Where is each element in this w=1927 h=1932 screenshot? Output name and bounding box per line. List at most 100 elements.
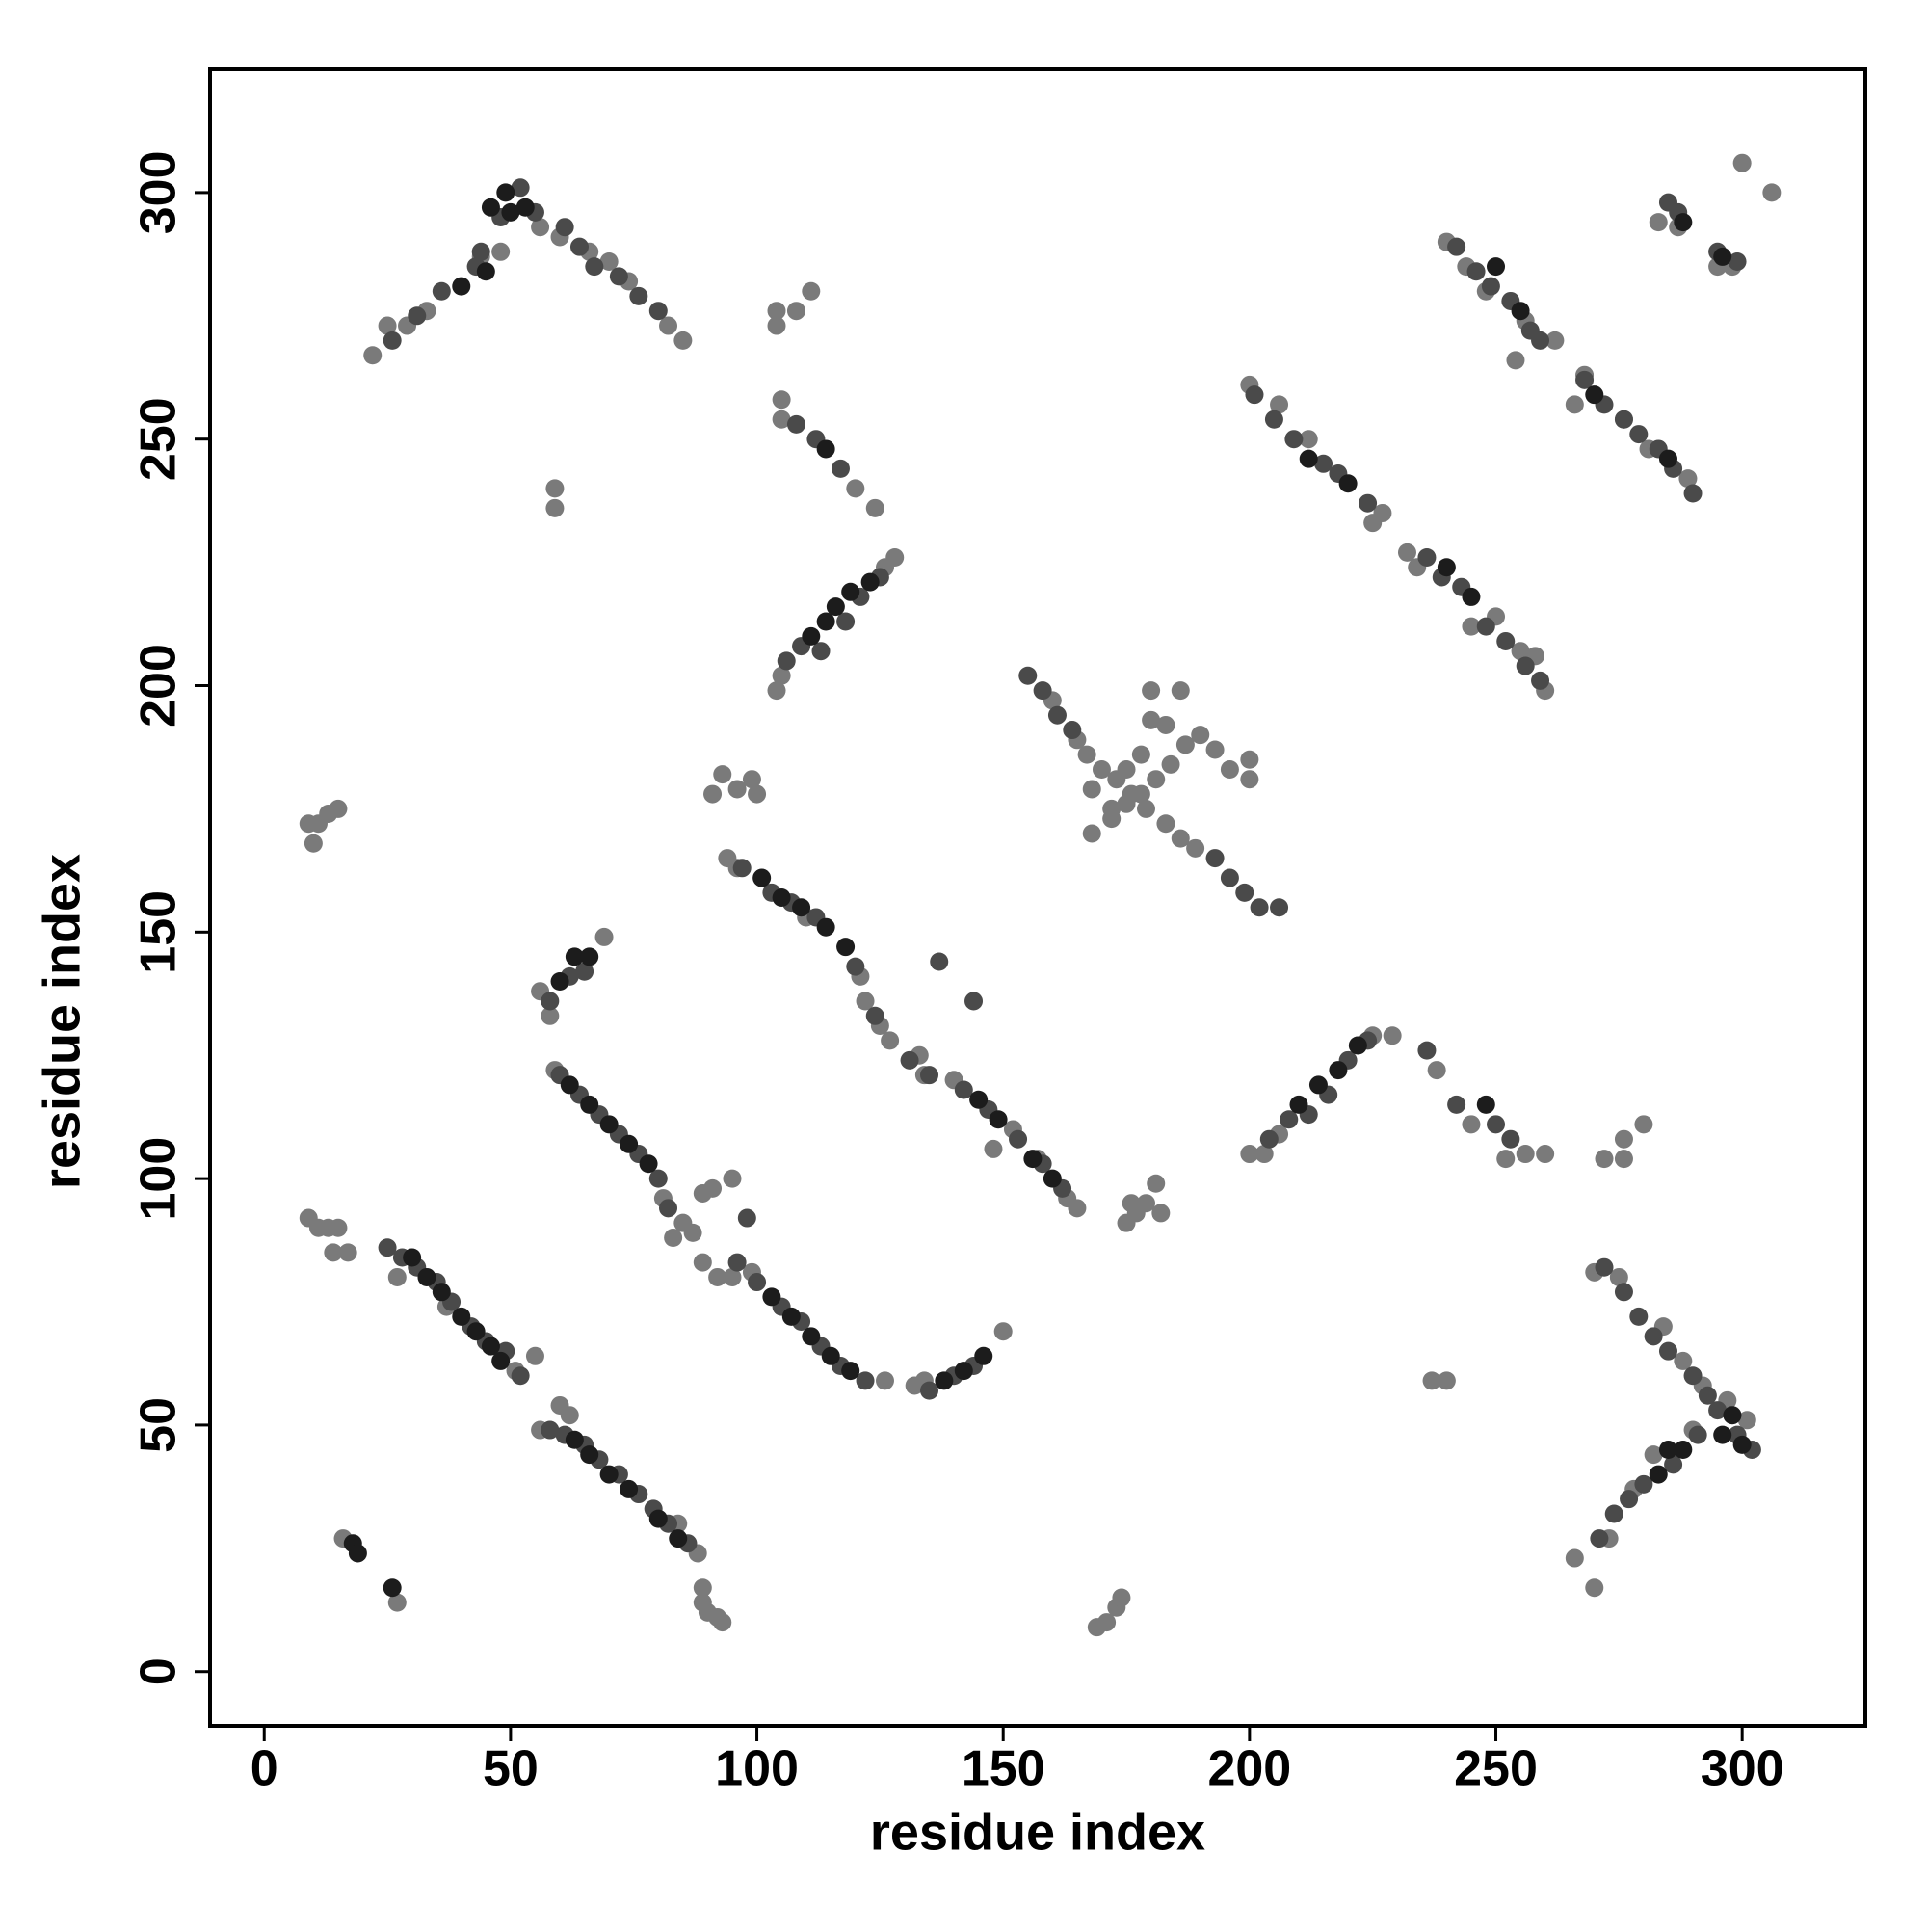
point <box>324 1243 343 1262</box>
point <box>648 1509 668 1528</box>
point <box>821 1346 840 1365</box>
point <box>1728 252 1747 272</box>
point <box>1614 1150 1633 1169</box>
point <box>1220 868 1239 887</box>
point <box>1634 1115 1653 1134</box>
point <box>1476 1095 1495 1114</box>
point <box>742 770 761 789</box>
point <box>1270 395 1289 414</box>
point <box>1220 759 1239 779</box>
point <box>772 390 791 410</box>
point <box>836 612 856 631</box>
point <box>841 582 860 601</box>
point <box>648 1169 668 1188</box>
point <box>920 1381 939 1400</box>
point <box>723 1169 742 1188</box>
point <box>1417 1041 1437 1060</box>
point <box>1462 617 1481 636</box>
point <box>599 252 619 272</box>
point <box>786 302 805 321</box>
point <box>1245 385 1264 405</box>
point <box>831 459 850 478</box>
point <box>491 1351 511 1370</box>
point <box>1136 799 1155 818</box>
point <box>1270 898 1289 917</box>
point <box>1466 262 1486 281</box>
point <box>881 1031 900 1050</box>
point <box>659 316 678 335</box>
point <box>1240 750 1259 769</box>
point <box>1147 1174 1166 1193</box>
point <box>620 1134 639 1153</box>
x-tick-label: 200 <box>1207 1741 1291 1797</box>
point <box>1205 849 1225 868</box>
point <box>732 859 752 878</box>
point <box>565 947 584 966</box>
point <box>865 1006 884 1025</box>
point <box>1082 780 1101 799</box>
point <box>1122 1194 1141 1213</box>
point <box>964 992 984 1011</box>
point <box>1422 1371 1441 1390</box>
point <box>659 1199 678 1218</box>
point <box>417 1267 436 1286</box>
point <box>713 765 732 784</box>
point <box>383 1578 402 1598</box>
point <box>1565 1548 1584 1568</box>
point <box>1536 1145 1555 1164</box>
point <box>802 1327 821 1346</box>
point <box>329 799 348 818</box>
point <box>378 1238 397 1257</box>
point <box>1142 710 1161 729</box>
point <box>1629 425 1649 444</box>
point <box>1531 331 1550 350</box>
point <box>860 572 880 592</box>
point <box>481 198 500 217</box>
point <box>403 1248 422 1267</box>
point <box>772 410 791 429</box>
point <box>348 1544 367 1563</box>
point <box>1259 1129 1279 1149</box>
point <box>1299 430 1318 449</box>
point <box>1175 735 1195 754</box>
point <box>984 1139 1003 1158</box>
point <box>1501 1129 1520 1149</box>
point <box>383 331 402 350</box>
point <box>1511 302 1530 321</box>
point <box>752 868 772 887</box>
point <box>476 262 495 281</box>
point <box>1359 493 1378 513</box>
point <box>560 1406 579 1425</box>
point <box>1383 1026 1402 1045</box>
point <box>1151 1204 1171 1223</box>
point <box>1462 587 1481 606</box>
point <box>1171 681 1190 701</box>
x-tick-label: 300 <box>1701 1741 1784 1797</box>
point <box>1447 1095 1466 1114</box>
point <box>609 267 628 286</box>
point <box>1299 449 1318 468</box>
point <box>703 1178 723 1198</box>
point <box>708 1267 727 1286</box>
point <box>1713 247 1732 266</box>
x-tick-label: 250 <box>1454 1741 1538 1797</box>
point <box>1254 1145 1274 1164</box>
y-tick-label: 150 <box>131 890 187 974</box>
point <box>1023 1150 1043 1169</box>
point <box>1077 745 1096 764</box>
point <box>1117 759 1136 779</box>
point <box>1142 681 1161 701</box>
point <box>531 218 550 237</box>
y-tick-label: 100 <box>131 1137 187 1221</box>
point <box>565 1430 584 1449</box>
point <box>1595 1150 1614 1169</box>
point <box>1496 631 1516 650</box>
point <box>930 952 949 971</box>
y-tick-label: 50 <box>131 1397 187 1453</box>
point <box>1565 395 1584 414</box>
point <box>693 1253 712 1272</box>
point <box>1289 1095 1308 1114</box>
point <box>727 780 747 799</box>
point <box>1516 656 1535 675</box>
